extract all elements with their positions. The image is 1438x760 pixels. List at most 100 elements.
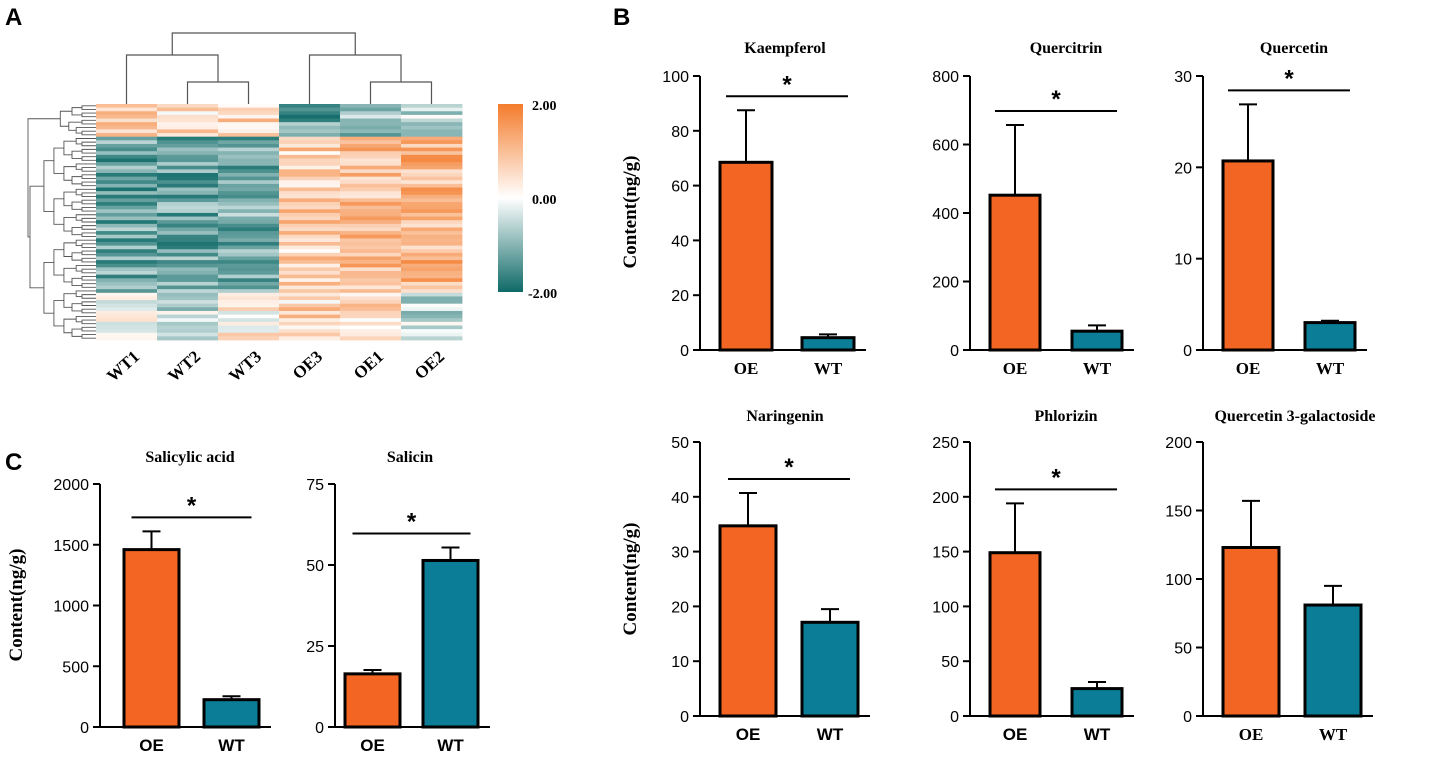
heatmap-cell — [340, 310, 402, 315]
heatmap-cell — [279, 245, 341, 250]
heatmap-cell — [401, 114, 463, 119]
heatmap-cell — [218, 191, 280, 196]
heatmap-cell — [218, 332, 280, 337]
heatmap-cell — [401, 278, 463, 283]
heatmap-cell — [340, 187, 402, 192]
x-tick-label: WT — [1319, 725, 1348, 744]
heatmap-cell — [96, 223, 158, 228]
dendrogram-branch — [308, 54, 402, 104]
heatmap-cell — [96, 104, 158, 109]
dendrogram-branch — [75, 265, 96, 272]
dendrogram-branch — [81, 301, 96, 306]
heatmap-cell — [401, 154, 463, 159]
heatmap-cell — [401, 274, 463, 279]
heatmap-cell — [401, 245, 463, 250]
heatmap-cell — [218, 271, 280, 276]
heatmap-cell — [279, 300, 341, 305]
dendrogram-branch — [53, 300, 64, 327]
heatmap-cell — [96, 292, 158, 297]
heatmap-cell — [157, 140, 219, 145]
heatmap-cell — [401, 140, 463, 145]
heatmap-cell — [157, 249, 219, 254]
heatmap-cell — [401, 165, 463, 170]
heatmap-cell — [96, 245, 158, 250]
dendrogram-branch — [369, 81, 433, 104]
y-tick-label: 150 — [1165, 504, 1192, 521]
dendrogram-branch — [81, 112, 96, 118]
heatmap-cell — [279, 241, 341, 246]
heatmap-cell — [279, 216, 341, 221]
heatmap-cell — [340, 205, 402, 210]
bar-chart-quercetin-3-galactoside: Quercetin 3-galactoside 0 50 100 150 200 OE WT — [1165, 408, 1375, 744]
bar-wt — [1070, 329, 1124, 352]
heatmap-cell — [157, 292, 219, 297]
heatmap-cell — [340, 216, 402, 221]
colorbar-min-label: -2.00 — [528, 287, 557, 302]
heatmap-cell — [279, 318, 341, 323]
heatmap-cell — [279, 162, 341, 167]
heatmap-cell — [279, 292, 341, 297]
dendrogram-branch — [81, 243, 96, 248]
heatmap-cell — [157, 256, 219, 261]
heatmap-cell — [157, 332, 219, 337]
significance-star: * — [187, 492, 197, 519]
heatmap-cell — [401, 227, 463, 232]
heatmap-cell — [96, 191, 158, 196]
dendrogram-branch — [71, 252, 82, 261]
heatmap-cell — [340, 249, 402, 254]
heatmap-cell — [218, 220, 280, 225]
dendrogram-branch — [81, 156, 96, 161]
heatmap-cell — [96, 107, 158, 112]
heatmap-cell — [401, 187, 463, 192]
heatmap-cell — [157, 125, 219, 130]
heatmap-column-label: OE1 — [350, 347, 387, 383]
dendrogram-branch — [63, 140, 77, 156]
heatmap-cell — [157, 220, 219, 225]
heatmap-cell — [279, 234, 341, 239]
x-tick-label: OE — [1236, 359, 1261, 378]
heatmap-cell — [279, 147, 341, 152]
heatmap-cell — [218, 314, 280, 319]
heatmap-cell — [401, 318, 463, 323]
heatmap-cell — [340, 169, 402, 174]
heatmap-cell — [157, 104, 219, 109]
heatmap-cell — [279, 118, 341, 123]
chart-title: Quercetin 3-galactoside — [1214, 408, 1375, 425]
heatmap-cell — [279, 140, 341, 145]
y-tick-label: 600 — [932, 138, 959, 155]
heatmap-cell — [218, 303, 280, 308]
heatmap-cell — [401, 118, 463, 123]
dendrogram-branch — [81, 232, 96, 237]
bar-wt — [202, 698, 261, 729]
heatmap-cell — [279, 212, 341, 217]
x-tick-label: WT — [437, 736, 464, 755]
dendrogram-branch — [81, 334, 96, 339]
heatmap-cell — [218, 289, 280, 294]
heatmap-cell — [401, 310, 463, 315]
heatmap-cell — [96, 125, 158, 130]
y-tick-label: 2000 — [53, 477, 89, 494]
heatmap-cell — [401, 241, 463, 246]
heatmap-cell — [96, 271, 158, 276]
heatmap-cell — [218, 202, 280, 207]
y-tick-label: 1000 — [53, 599, 89, 616]
heatmap-cell — [401, 198, 463, 203]
heatmap-cell — [96, 129, 158, 134]
heatmap-cell — [157, 303, 219, 308]
heatmap-cell — [157, 187, 219, 192]
dendrogram-branch — [81, 192, 96, 198]
y-tick-label: 20 — [671, 599, 689, 616]
heatmap-cell — [96, 332, 158, 337]
chart-title: Quercetin — [1260, 40, 1328, 57]
bar-wt — [421, 558, 480, 729]
dendrogram-branch — [186, 81, 250, 104]
heatmap-cell — [279, 274, 341, 279]
significance-star: * — [784, 454, 794, 481]
heatmap-cell — [401, 133, 463, 138]
heatmap-cell — [218, 238, 280, 243]
bar-oe — [718, 160, 774, 352]
heatmap-cells — [96, 104, 463, 341]
heatmap-cell — [340, 162, 402, 167]
heatmap-cell — [157, 202, 219, 207]
heatmap-cell — [340, 158, 402, 163]
